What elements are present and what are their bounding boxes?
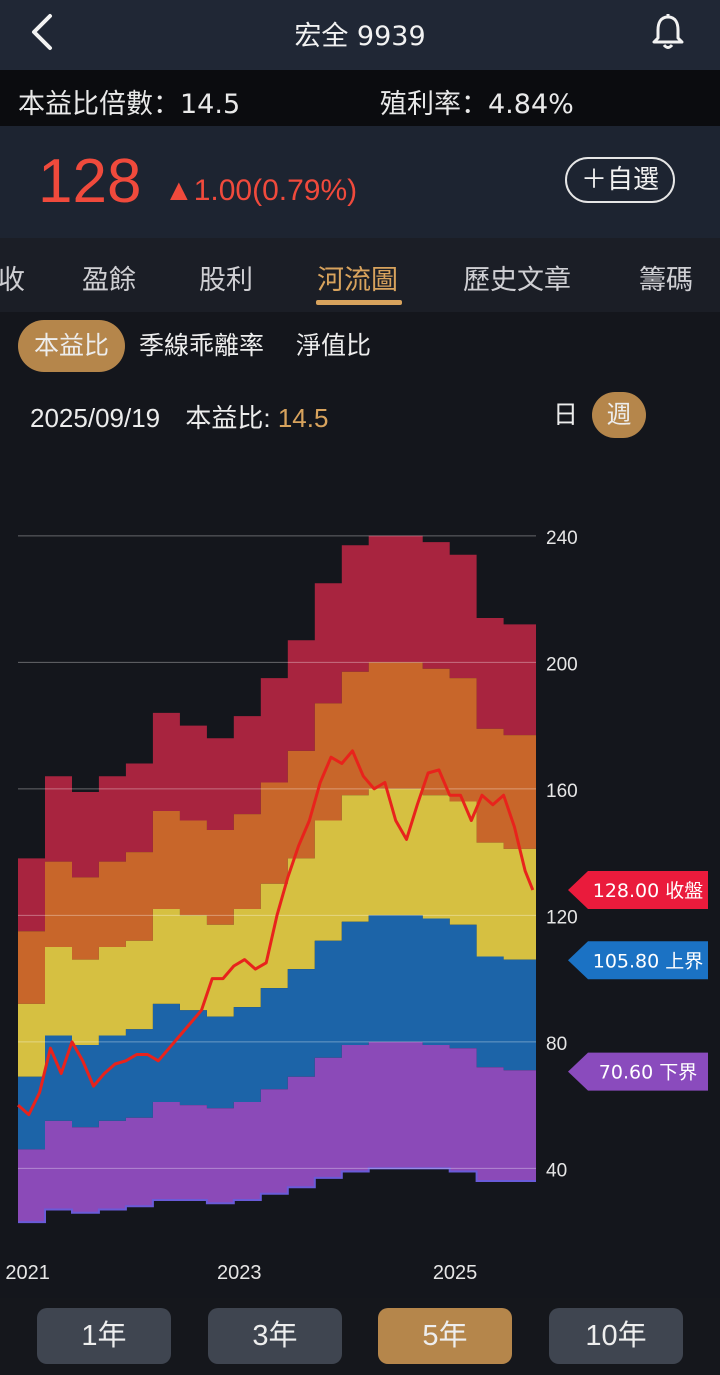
- metric-pe[interactable]: 本益比: [18, 320, 126, 372]
- value-marker-label: 105.80 上界: [593, 950, 704, 972]
- yield-text: 殖利率：4.84%: [380, 89, 574, 120]
- y-tick-label: 80: [546, 1034, 567, 1055]
- x-tick-label: 2025: [433, 1262, 478, 1284]
- pe-ratio-text: 本益比倍數：14.5: [18, 89, 241, 120]
- tab-river-chart[interactable]: 河流圖: [317, 265, 398, 296]
- river-band-lower-edge: [18, 1167, 536, 1224]
- tab-revenue[interactable]: 收: [0, 265, 25, 296]
- y-tick-label: 200: [546, 654, 578, 675]
- metric-quarterly-deviation[interactable]: 季線乖離率: [139, 331, 265, 360]
- period-day-button[interactable]: 日: [553, 400, 579, 429]
- back-icon[interactable]: [24, 12, 64, 52]
- value-marker-label: 70.60 下界: [599, 1062, 697, 1084]
- tab-chips[interactable]: 籌碼: [639, 265, 693, 296]
- range-3y-button[interactable]: 3年: [208, 1308, 342, 1364]
- active-tab-indicator: [316, 300, 402, 305]
- price-line: [17, 749, 535, 1117]
- metric-pb[interactable]: 淨值比: [296, 331, 372, 360]
- detail-value: 14.5: [277, 403, 329, 433]
- river-band-5: [18, 535, 536, 932]
- quote-panel: 128 ▲1.00(0.79%) ＋自選: [0, 126, 720, 238]
- range-1y-button[interactable]: 1年: [37, 1308, 171, 1364]
- river-chart: 240 200 160 120 80 40 2021 2023 2025 128.00 收盤 105…: [5, 528, 708, 1284]
- detail-label: 本益比:: [185, 403, 271, 433]
- info-bar: 本益比倍數：14.5 殖利率：4.84%: [0, 70, 720, 126]
- river-band-2: [18, 915, 536, 1150]
- page-title: 宏全 9939: [294, 21, 426, 52]
- range-5y-button[interactable]: 5年: [378, 1308, 512, 1364]
- range-10y-button[interactable]: 10年: [549, 1308, 683, 1364]
- period-week-button[interactable]: 週: [592, 392, 646, 438]
- tab-bar: 收 盈餘 股利 河流圖 歷史文章 籌碼: [0, 238, 720, 312]
- value-marker-label: 128.00 收盤: [593, 880, 704, 902]
- y-tick-label: 160: [546, 781, 578, 802]
- y-tick-label: 120: [546, 907, 578, 928]
- nav-bar: 宏全 9939: [0, 0, 720, 70]
- bell-icon[interactable]: [648, 12, 688, 52]
- price-change: ▲1.00(0.79%): [164, 174, 358, 207]
- tab-dividends[interactable]: 股利: [199, 265, 253, 296]
- y-tick-label: 40: [546, 1160, 567, 1181]
- detail-date: 2025/09/19: [30, 403, 161, 433]
- detail-line: 2025/09/19 本益比: 14.5: [30, 398, 328, 435]
- river-band-1: [18, 1041, 536, 1223]
- current-price: 128: [38, 147, 142, 216]
- tab-earnings[interactable]: 盈餘: [82, 265, 136, 296]
- river-band-3: [18, 788, 536, 1077]
- value-marker: [568, 871, 708, 910]
- tab-history-articles[interactable]: 歷史文章: [463, 265, 571, 296]
- add-watchlist-button[interactable]: ＋自選: [565, 157, 675, 203]
- river-band-4: [18, 662, 536, 1004]
- y-tick-label: 240: [546, 528, 578, 549]
- x-tick-label: 2023: [217, 1262, 262, 1284]
- value-marker: [568, 1052, 708, 1091]
- x-tick-label: 2021: [5, 1262, 50, 1284]
- value-marker: [568, 941, 708, 980]
